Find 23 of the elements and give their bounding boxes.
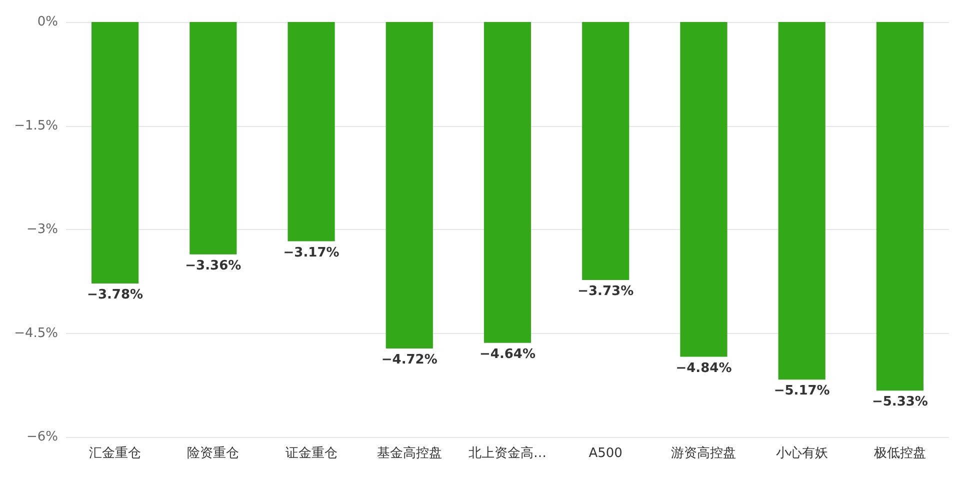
data-label: −3.73% <box>578 284 634 299</box>
data-label: −5.17% <box>774 384 830 399</box>
x-tick-label: 小心有妖 <box>776 445 828 461</box>
x-tick-label: 极低控盘 <box>872 446 926 461</box>
y-tick-label: 0% <box>37 14 58 30</box>
x-tick-label: 基金高控盘 <box>376 445 442 461</box>
x-tick-label: 险资重仓 <box>187 446 240 461</box>
data-label: −3.17% <box>283 245 340 260</box>
data-label: −3.36% <box>185 258 242 274</box>
data-label: −5.33% <box>872 394 928 410</box>
x-tick-label: 游资高控盘 <box>671 445 736 461</box>
x-tick-label: A500 <box>588 446 622 461</box>
y-tick-label: −4.5% <box>14 326 58 341</box>
y-tick-label: −6% <box>26 430 58 444</box>
x-tick-label: 汇金重仓 <box>89 446 142 461</box>
y-tick-label: −3% <box>26 222 58 237</box>
data-label: −4.72% <box>381 352 438 368</box>
x-tick-label: 北上资金高… <box>468 445 546 461</box>
data-label: −3.78% <box>87 287 144 302</box>
data-label: −4.64% <box>480 346 536 362</box>
x-tick-label: 证金重仓 <box>285 446 338 461</box>
y-tick-label: −1.5% <box>14 118 58 134</box>
data-label: −4.84% <box>676 360 732 376</box>
